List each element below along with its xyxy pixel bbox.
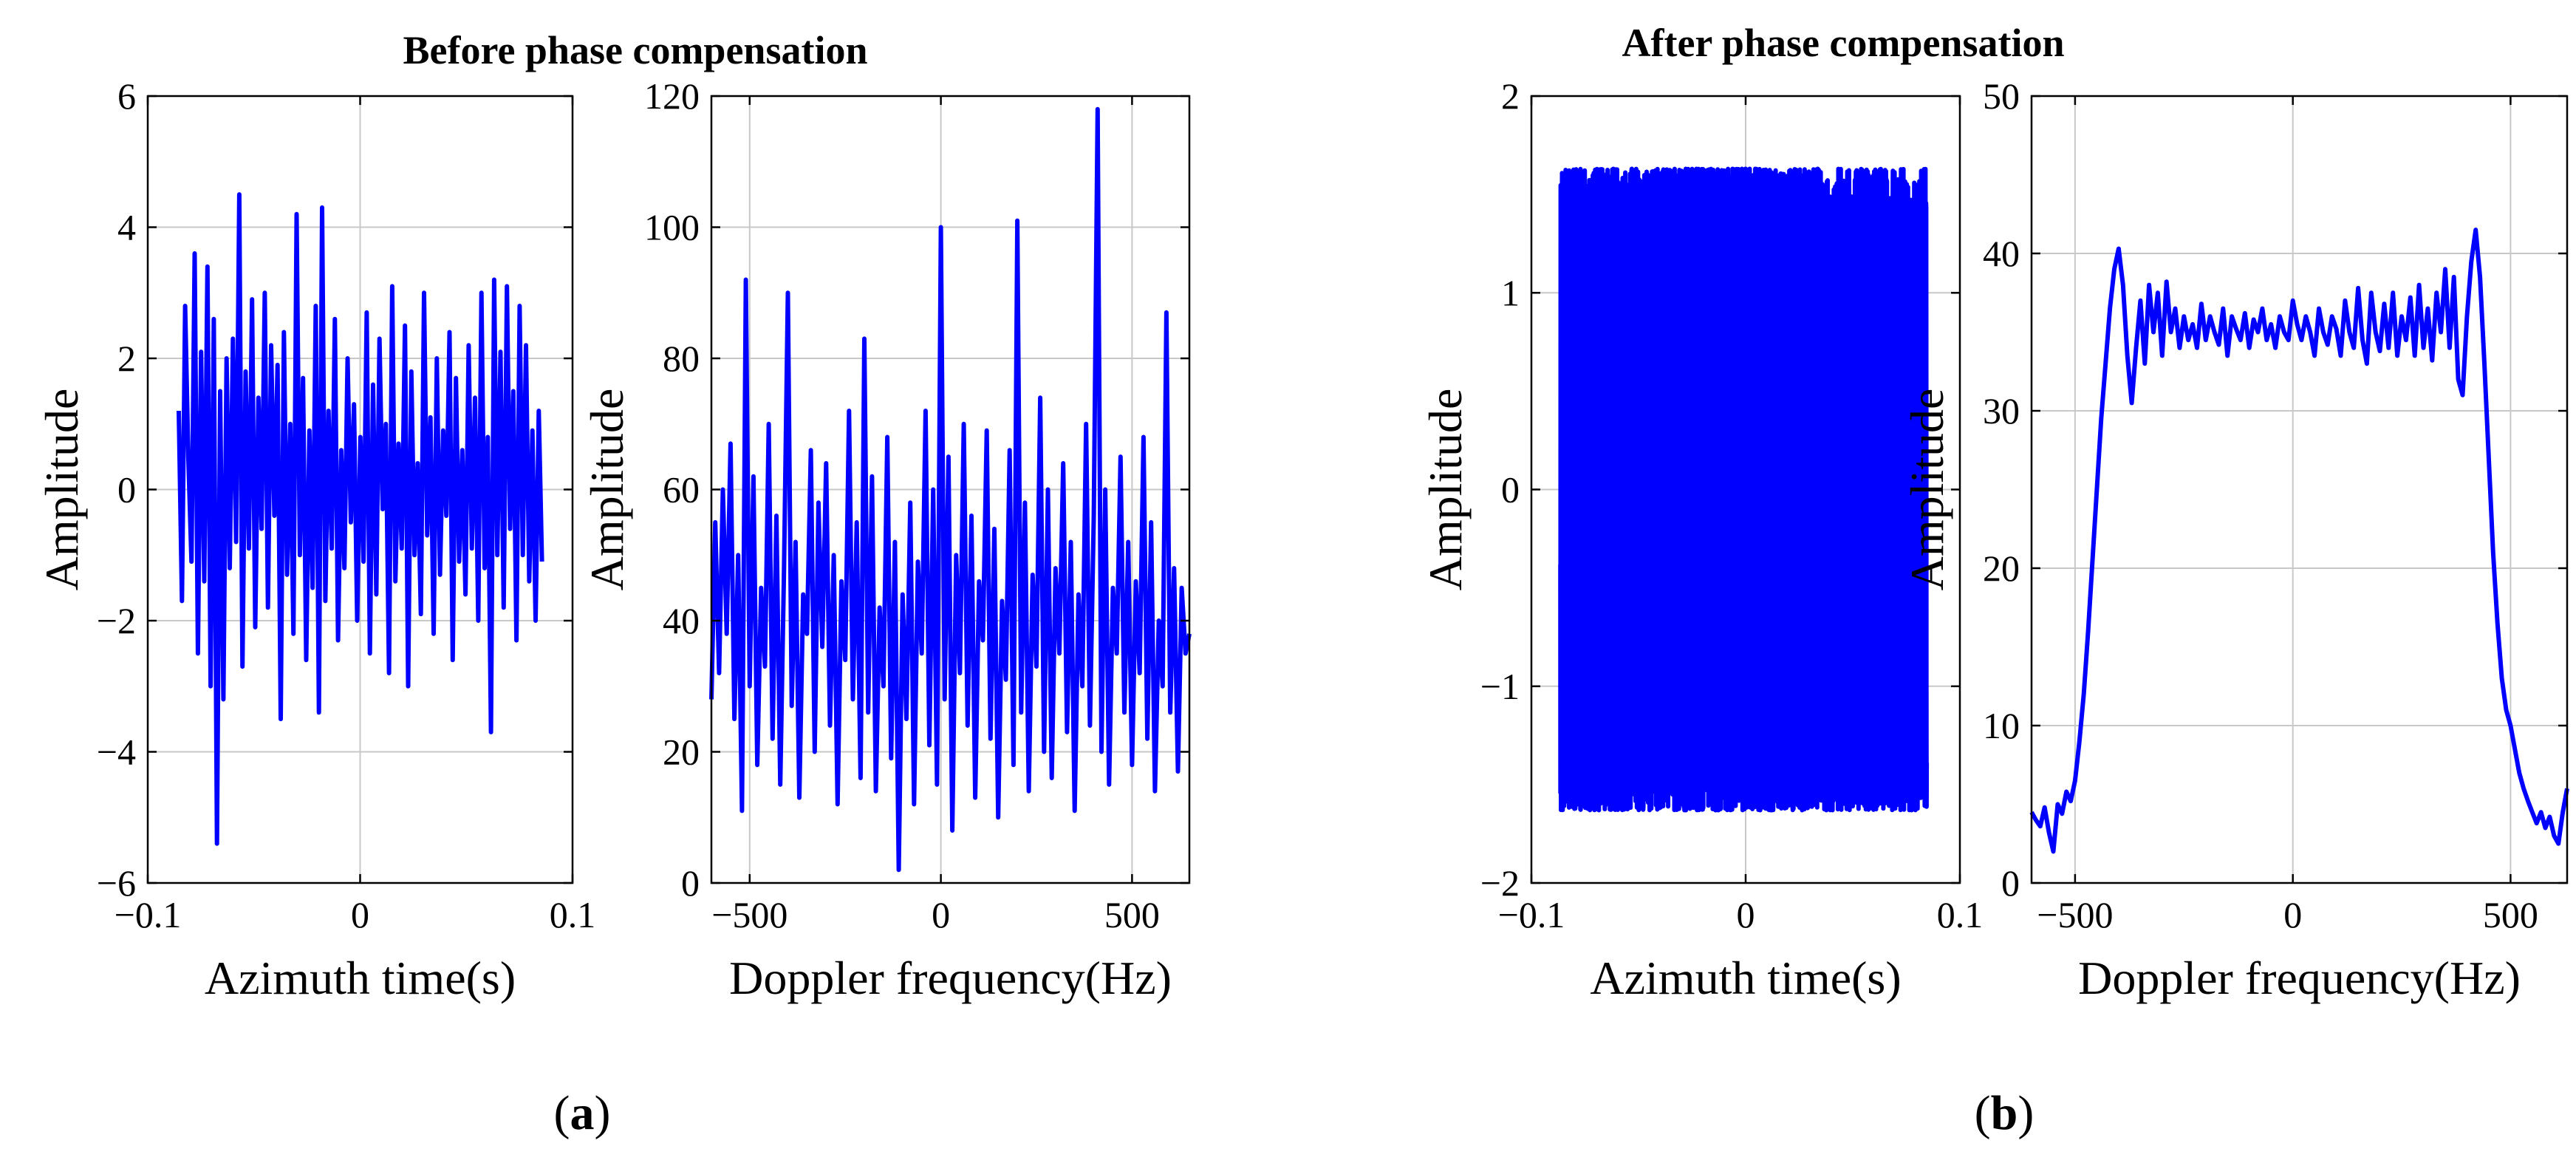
x-tick-label: −500 <box>711 894 788 935</box>
y-tick-label: 0 <box>117 469 136 511</box>
y-tick-label: 40 <box>1983 233 2020 274</box>
x-tick-label: −0.1 <box>115 894 182 935</box>
series-line-spectrum <box>709 106 1192 873</box>
y-tick-label: 40 <box>663 600 700 641</box>
y-tick-label: 0 <box>1501 469 1520 511</box>
y-tick-label: 2 <box>1501 75 1520 117</box>
plot-b1: −0.1 0 0.1 −2 −1 0 1 2 Azimuth time(s) Amplitude <box>1419 75 1983 1004</box>
group-a-title: Before phase compensation <box>403 28 868 72</box>
plot-b2: −500 0 500 0 10 20 30 40 50 Doppler frequency(Hz)… <box>1901 75 2569 1004</box>
y-tick-label: 50 <box>1983 75 2020 117</box>
x-tick-label: 0 <box>351 894 369 935</box>
y-tick-label: 0 <box>2001 862 2020 904</box>
y-tick-label: 1 <box>1501 272 1520 313</box>
y-tick-label: 20 <box>1983 548 2020 589</box>
x-tick-label: 500 <box>1104 894 1160 935</box>
series-line-spectrum <box>2029 228 2569 854</box>
x-tick-label: 0.1 <box>1937 894 1984 935</box>
y-tick-label: 2 <box>117 338 136 379</box>
y-tick-label: −1 <box>1480 666 1520 707</box>
x-tick-label: 0 <box>932 894 950 935</box>
y-tick-label: 4 <box>117 207 136 248</box>
y-axis-label: Amplitude <box>1419 389 1472 591</box>
y-tick-label: −2 <box>97 600 136 641</box>
y-tick-label: −6 <box>97 862 136 904</box>
x-tick-label: 0.1 <box>550 894 596 935</box>
x-tick-label: 0 <box>2283 894 2302 935</box>
x-axis-label: Azimuth time(s) <box>1590 952 1901 1004</box>
y-tick-label: −2 <box>1480 862 1520 904</box>
x-tick-label: −500 <box>2037 894 2113 935</box>
group-b-title: After phase compensation <box>1622 21 2065 65</box>
y-tick-label: 0 <box>681 862 700 904</box>
x-tick-label: 0 <box>1737 894 1755 935</box>
y-axis-label: Amplitude <box>581 389 633 591</box>
panel-label-b: (b) <box>1975 1086 2035 1140</box>
y-tick-label: −4 <box>97 731 136 773</box>
panel-label-a: (a) <box>554 1086 611 1140</box>
y-tick-label: 30 <box>1983 390 2020 432</box>
y-axis-label: Amplitude <box>35 389 88 591</box>
plot-a1: −0.1 0 0.1 −6 −4 −2 0 2 4 6 Azimuth time(s) Amplitu… <box>35 75 595 1004</box>
y-tick-label: 120 <box>644 75 700 117</box>
x-axis-label: Azimuth time(s) <box>205 952 516 1004</box>
x-axis-label: Doppler frequency(Hz) <box>729 952 1172 1004</box>
x-axis-label: Doppler frequency(Hz) <box>2078 952 2521 1004</box>
y-tick-label: 80 <box>663 338 700 379</box>
y-axis-label: Amplitude <box>1901 389 1953 591</box>
series-line-chirp <box>1558 166 1930 813</box>
y-tick-label: 20 <box>663 731 700 773</box>
axes-frame <box>2030 95 2569 884</box>
y-tick-label: 100 <box>644 207 700 248</box>
y-tick-label: 6 <box>117 75 136 117</box>
y-tick-label: 60 <box>663 469 700 511</box>
x-tick-label: −0.1 <box>1498 894 1565 935</box>
plot-a2: −500 0 500 0 20 40 60 80 100 120 Doppler frequency… <box>581 75 1192 1004</box>
series-line-signal <box>177 192 544 846</box>
x-tick-label: 500 <box>2483 894 2538 935</box>
y-tick-label: 10 <box>1983 705 2020 746</box>
